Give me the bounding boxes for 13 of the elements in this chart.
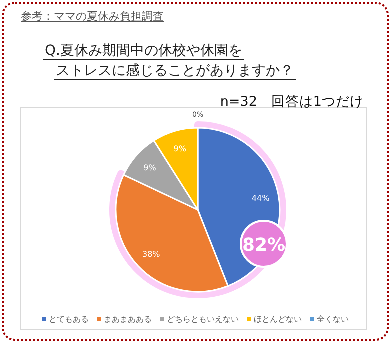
legend-label: まあまあある	[104, 315, 152, 324]
data-label: 44%	[252, 194, 270, 204]
legend-label: ほとんどない	[254, 315, 302, 324]
chart-subtitle: 参考：ママの夏休み負担調査	[21, 10, 164, 23]
text: 82%	[242, 235, 286, 256]
legend-label: 全くない	[317, 315, 349, 324]
text: n=32 回答は1つだけ	[220, 94, 364, 110]
legend-label: とてもある	[49, 315, 89, 324]
legend-label: どちらともいえない	[167, 315, 239, 324]
data-label: 9%	[144, 164, 157, 173]
data-label: 38%	[142, 250, 161, 259]
data-label: 9%	[174, 144, 187, 154]
chart-title: Q.夏休み期間中の休校や休園をストレスに感じることがありますか？	[45, 43, 294, 79]
